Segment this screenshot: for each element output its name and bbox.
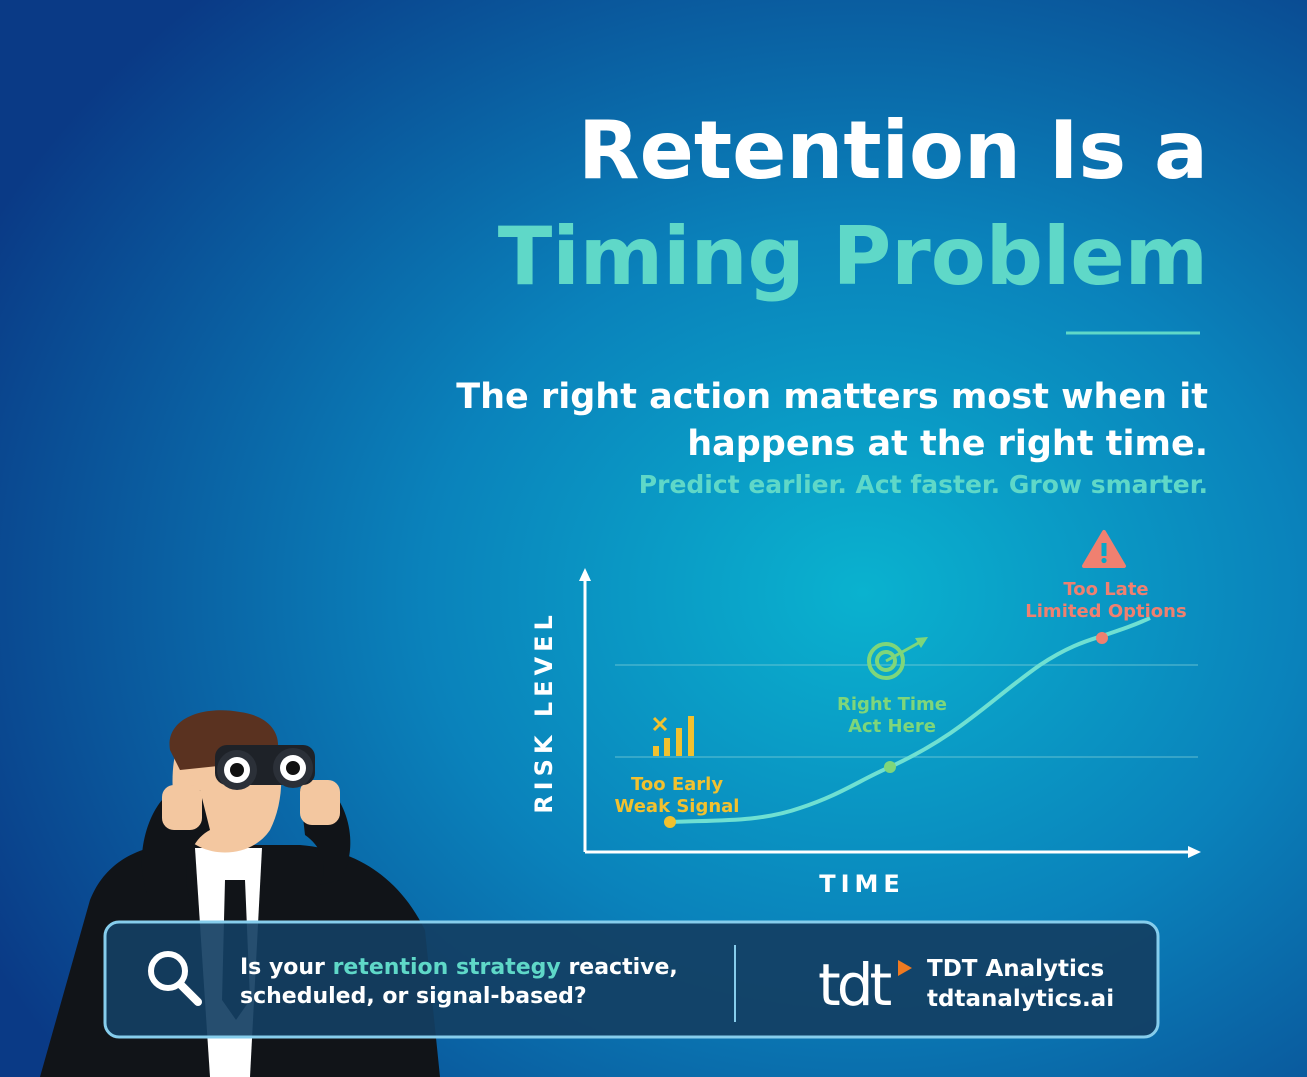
target-icon <box>867 637 928 680</box>
subtitle: happens at the right time. <box>687 424 1208 464</box>
website: tdtanalytics.ai <box>927 986 1114 1012</box>
tagline: Predict earlier. Act faster. Grow smarte… <box>639 470 1208 499</box>
axis-arrow <box>579 568 591 581</box>
footer-question: Is your retention strategy reactive, <box>240 955 678 980</box>
warning-icon <box>1082 530 1126 568</box>
logo-arrow <box>898 960 912 976</box>
stage-label: Too Early <box>631 774 723 795</box>
risk-diagram: RISK LEVEL TIME Too Early Weak Signal Ri… <box>530 530 1201 898</box>
brand-name: TDT Analytics <box>927 956 1104 982</box>
question-text: Is your <box>240 955 333 980</box>
search-icon <box>148 951 202 1006</box>
logo: tdt <box>818 951 892 1019</box>
stage-label: Limited Options <box>1025 601 1186 622</box>
question-text: reactive, <box>561 955 678 980</box>
stage-label: Too Late <box>1063 579 1148 600</box>
stage-label: Weak Signal <box>615 796 740 817</box>
question-highlight: retention strategy <box>333 955 561 980</box>
title: Retention Is a <box>578 104 1208 197</box>
axis-arrow <box>1188 846 1201 858</box>
stage-point <box>884 761 896 773</box>
footer-panel <box>103 920 1160 1039</box>
stage-point <box>1096 632 1108 644</box>
x-axis-label: TIME <box>819 870 905 898</box>
stage-label: Right Time <box>837 694 947 715</box>
footer-question: scheduled, or signal-based? <box>240 984 587 1009</box>
weak-signal-icon <box>652 716 694 756</box>
title-highlight: Timing Problem <box>498 210 1208 303</box>
stage-label: Act Here <box>848 716 936 737</box>
y-axis-label: RISK LEVEL <box>530 610 558 814</box>
subtitle: The right action matters most when it <box>456 377 1208 417</box>
stage-point <box>664 816 676 828</box>
